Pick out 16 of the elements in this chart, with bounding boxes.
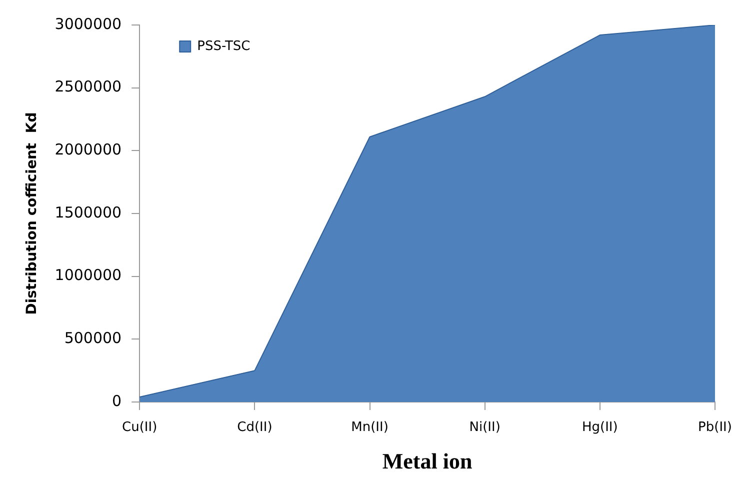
x-tick-label: Mn(II) [351, 420, 388, 436]
x-tick-label: Cd(II) [237, 420, 272, 436]
y-tick-label: 500000 [64, 329, 122, 348]
x-tick-label: Ni(II) [469, 420, 500, 436]
y-tick-label: 0 [112, 392, 122, 410]
x-tick-label: Pb(II) [698, 420, 732, 436]
x-axis-title: Metal ion [382, 448, 472, 474]
y-tick-label: 3000000 [54, 14, 122, 33]
x-tick-label: Hg(II) [582, 420, 618, 436]
y-axis-title: Distribution cofficient Kd [24, 112, 40, 315]
legend-label: PSS-TSC [197, 38, 250, 54]
y-tick-label: 1500000 [54, 203, 122, 222]
y-tick-label: 2000000 [54, 140, 122, 159]
y-tick-label: 2500000 [54, 78, 122, 96]
x-tick-label: Cu(II) [122, 420, 158, 436]
y-tick-label: 1000000 [54, 266, 122, 284]
